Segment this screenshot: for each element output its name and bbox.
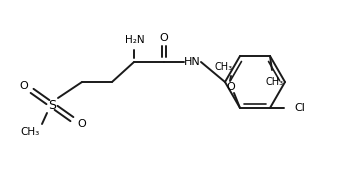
Text: CH₃: CH₃ (20, 127, 40, 137)
Text: H₂N: H₂N (125, 35, 145, 45)
Text: CH₃: CH₃ (215, 62, 233, 72)
Text: O: O (20, 81, 28, 91)
Text: O: O (227, 82, 235, 92)
Text: S: S (48, 98, 56, 112)
Text: O: O (78, 119, 86, 129)
Text: HN: HN (184, 57, 201, 67)
Text: O: O (160, 33, 168, 43)
Text: Cl: Cl (294, 103, 305, 113)
Text: CH₃: CH₃ (266, 77, 284, 87)
